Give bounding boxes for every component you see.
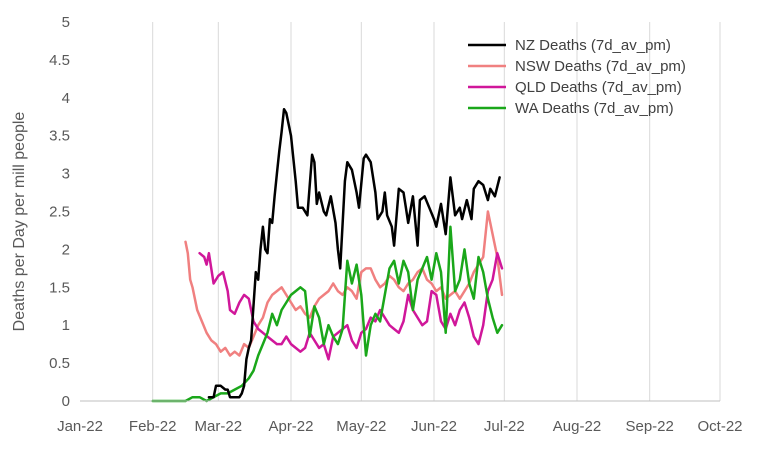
- y-axis-title: Deaths per Day per mill people: [11, 112, 28, 332]
- y-tick-label: 5: [62, 14, 70, 31]
- y-tick-label: 3.5: [49, 128, 70, 145]
- x-tick-label: Jan-22: [57, 418, 103, 435]
- legend-label: NSW Deaths (7d_av_pm): [515, 58, 686, 75]
- series-line: [198, 251, 504, 361]
- y-tick-label: 1: [62, 317, 70, 334]
- x-tick-label: May-22: [336, 418, 386, 435]
- x-tick-label: Feb-22: [129, 418, 177, 435]
- x-tick-label: Mar-22: [195, 418, 243, 435]
- y-tick-label: 1.5: [49, 279, 70, 296]
- y-tick-label: 0.5: [49, 355, 70, 372]
- y-axis-ticks: 0 0.5 1 1.5 2 2.5 3 3.5 4 4.5 5: [49, 14, 70, 410]
- y-tick-label: 4: [62, 90, 70, 107]
- y-tick-label: 2: [62, 241, 70, 258]
- legend-label: QLD Deaths (7d_av_pm): [515, 79, 682, 96]
- legend-label: NZ Deaths (7d_av_pm): [515, 37, 671, 54]
- series-line: [151, 225, 504, 403]
- gridlines: [152, 22, 721, 401]
- x-tick-label: Aug-22: [553, 418, 601, 435]
- x-tick-label: Sep-22: [625, 418, 673, 435]
- y-tick-label: 3: [62, 166, 70, 183]
- y-tick-label: 2.5: [49, 204, 70, 221]
- x-tick-label: Jun-22: [411, 418, 457, 435]
- y-tick-label: 0: [62, 393, 70, 410]
- series-line: [207, 107, 501, 399]
- y-tick-label: 4.5: [49, 52, 70, 69]
- x-tick-label: Apr-22: [268, 418, 313, 435]
- legend-label: WA Deaths (7d_av_pm): [515, 100, 674, 117]
- x-tick-label: Jul-22: [484, 418, 525, 435]
- x-tick-label: Oct-22: [697, 418, 742, 435]
- plot-lines: [151, 107, 504, 403]
- x-axis-ticks: Jan-22 Feb-22 Mar-22 Apr-22 May-22 Jun-22 Jul-…: [57, 418, 742, 435]
- legend: NZ Deaths (7d_av_pm) NSW Deaths (7d_av_pm…: [468, 37, 686, 117]
